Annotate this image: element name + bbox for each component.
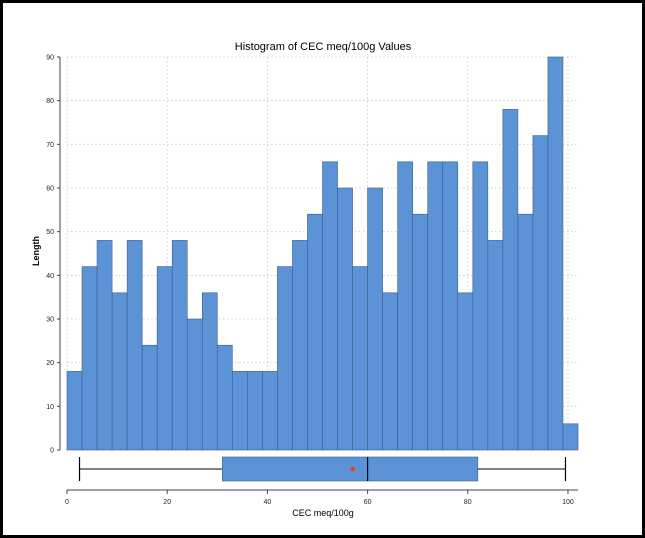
histogram-bar (532, 135, 549, 451)
histogram-bar (66, 371, 83, 451)
histogram-bar (216, 344, 233, 451)
histogram-bar (502, 109, 519, 451)
y-tick-label: 20 (46, 360, 54, 367)
histogram-bar (96, 240, 113, 451)
histogram-bar (307, 213, 323, 451)
histogram-bar (156, 266, 173, 451)
boxplot-mean-marker (349, 466, 356, 472)
histogram-bar (322, 161, 338, 451)
histogram-bar (352, 266, 368, 451)
histogram-bar (427, 161, 444, 451)
y-tick-label: 70 (46, 142, 54, 149)
y-tick-label: 60 (46, 186, 54, 193)
y-tick-label: 30 (46, 317, 54, 324)
y-tick-label: 10 (46, 404, 54, 411)
x-tick-label: 80 (464, 499, 472, 506)
x-tick-label: 60 (364, 499, 372, 506)
histogram-bar (171, 240, 188, 451)
x-tick-label: 20 (163, 499, 171, 506)
axes-layer: 0 10 20 30 40 50 60 70 80 90 0 20 40 60 80 100 (46, 55, 578, 506)
histogram-bar (487, 240, 504, 451)
boxplot-layer (78, 456, 567, 482)
bars-layer (66, 56, 579, 451)
histogram-bar (382, 292, 398, 451)
histogram-bar (442, 161, 459, 451)
histogram-bar (412, 213, 429, 451)
histogram-bar (457, 292, 474, 451)
histogram-bar (472, 161, 489, 451)
histogram-bar (547, 56, 564, 451)
histogram-bar (247, 371, 263, 451)
y-tick-label: 50 (46, 229, 54, 236)
histogram-bar (186, 318, 203, 451)
x-tick-label: 0 (65, 499, 69, 506)
histogram-bar (367, 187, 383, 451)
histogram-bar (292, 240, 308, 451)
chart-title: Histogram of CEC meq/100g Values (235, 41, 412, 53)
y-tick-label: 90 (46, 55, 54, 62)
x-tick-label: 100 (562, 499, 574, 506)
histogram-bar (262, 371, 278, 451)
y-axis-label: Length (31, 236, 41, 266)
histogram-bar (126, 240, 143, 451)
y-tick-label: 80 (46, 98, 54, 105)
histogram-bar (337, 187, 353, 451)
x-axis-label: CEC meq/100g (292, 508, 354, 518)
histogram-bar (277, 266, 293, 451)
histogram-bar (517, 213, 534, 451)
y-tick-label: 40 (46, 273, 54, 280)
histogram-bar (562, 423, 579, 451)
y-tick-label: 0 (50, 448, 54, 455)
histogram-bar (81, 266, 98, 451)
histogram-bar (397, 161, 413, 451)
histogram-bar (141, 344, 158, 451)
x-tick-label: 40 (263, 499, 271, 506)
histogram-bar (111, 292, 128, 451)
histogram-bar (201, 292, 218, 451)
histogram-bar (232, 371, 248, 451)
